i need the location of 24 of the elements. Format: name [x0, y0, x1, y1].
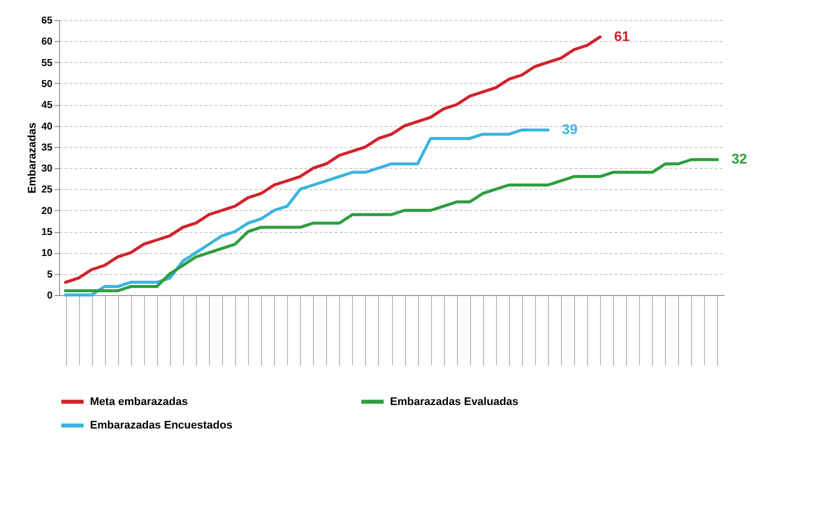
line-series: [64, 158, 719, 292]
legend-label: Embarazadas Encuestados: [90, 420, 232, 432]
y-tick-label: 40: [41, 121, 53, 132]
legend-label: Embarazadas Evaluadas: [390, 396, 518, 408]
y-tick-label: 55: [41, 58, 53, 69]
legend-label: Meta embarazadas: [90, 396, 188, 408]
y-tick-label: 15: [41, 227, 53, 238]
y-axis-title: Embarazadas: [26, 122, 38, 194]
y-tick-label: 50: [41, 78, 53, 90]
y-tick-label: 25: [41, 184, 53, 196]
y-tick-label: 30: [41, 164, 53, 175]
y-tick-label: 35: [41, 142, 53, 154]
data-label: 32: [731, 150, 748, 167]
line-series: [64, 35, 602, 284]
y-tick-label: 20: [41, 206, 53, 217]
line-series: [64, 128, 550, 296]
y-tick-label: 45: [41, 100, 53, 112]
y-tick-label: 10: [41, 248, 53, 260]
y-tick-label: 60: [41, 36, 53, 48]
y-tick-label: 0: [46, 290, 53, 302]
data-label: 39: [562, 121, 578, 137]
data-label: 61: [614, 28, 630, 44]
y-tick-label: 5: [46, 269, 53, 280]
y-tick-label: 65: [41, 16, 53, 26]
